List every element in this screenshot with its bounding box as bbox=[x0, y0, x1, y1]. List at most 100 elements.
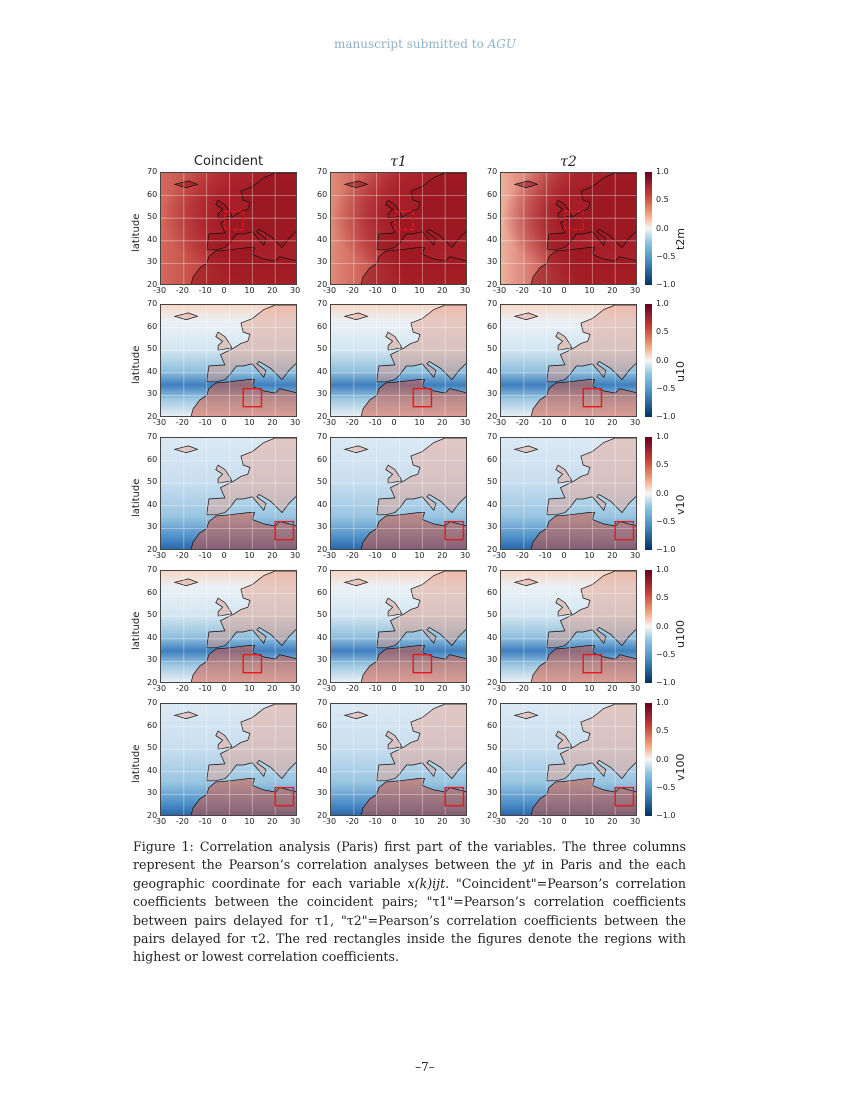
x-tick-label: 10 bbox=[584, 286, 595, 295]
iceland-land bbox=[343, 445, 369, 454]
x-tick-label: -30 bbox=[153, 418, 167, 427]
map-panel-t2m-col1 bbox=[160, 172, 297, 285]
y-tick-label: 50 bbox=[147, 344, 158, 354]
map-panel-u10-col2 bbox=[330, 304, 467, 417]
y-tick-label: 20 bbox=[487, 678, 498, 687]
x-tick-label: 0 bbox=[391, 551, 397, 560]
x-tick-label: -30 bbox=[323, 418, 337, 427]
x-tick-label: 30 bbox=[460, 551, 471, 560]
y-tick-label: 60 bbox=[317, 720, 328, 730]
iceland-land bbox=[513, 312, 539, 321]
colorbar-tick-label: −0.5 bbox=[656, 516, 676, 526]
europe-land bbox=[546, 305, 636, 383]
x-tick-label: 0 bbox=[391, 684, 397, 693]
y-tick-label: 20 bbox=[487, 811, 498, 820]
y-tick-label: 60 bbox=[487, 720, 498, 730]
x-tick-label: 0 bbox=[221, 418, 227, 427]
y-tick-label: 20 bbox=[317, 280, 328, 289]
x-tick-label: 30 bbox=[460, 817, 471, 826]
y-tick-label: 70 bbox=[147, 432, 158, 441]
colorbar-tick-label: 0.0 bbox=[656, 754, 669, 764]
y-tick-label: 30 bbox=[317, 389, 328, 399]
map-panel-v100-col1 bbox=[160, 703, 297, 816]
caption-math-yt: yt bbox=[522, 857, 535, 873]
europe-land bbox=[376, 704, 466, 782]
y-tick-label: 20 bbox=[317, 412, 328, 421]
x-tick-label: 10 bbox=[584, 684, 595, 693]
colorbar-u10 bbox=[645, 304, 652, 417]
x-tick-label: -20 bbox=[345, 418, 359, 427]
map-layer bbox=[501, 173, 636, 284]
highlight-rectangle bbox=[274, 786, 295, 807]
x-tick-label: 30 bbox=[630, 817, 641, 826]
colorbar-tick-label: 1.0 bbox=[656, 432, 669, 441]
map-layer bbox=[161, 438, 296, 549]
y-tick-label: 70 bbox=[147, 565, 158, 574]
map-panel-v100-col2 bbox=[330, 703, 467, 816]
y-tick-label: 40 bbox=[487, 234, 498, 244]
highlight-rectangle bbox=[274, 520, 295, 541]
x-tick-label: 20 bbox=[437, 286, 448, 295]
x-tick-label: -20 bbox=[175, 817, 189, 826]
highlight-rectangle bbox=[224, 210, 244, 231]
y-tick-label: 50 bbox=[487, 344, 498, 354]
y-tick-label: 40 bbox=[317, 234, 328, 244]
uk-land bbox=[215, 331, 233, 351]
colorbar-tick-label: 0.0 bbox=[656, 223, 669, 233]
x-tick-label: 30 bbox=[460, 286, 471, 295]
colorbar-variable-label: u10 bbox=[674, 361, 687, 382]
y-tick-label: 70 bbox=[487, 299, 498, 308]
uk-land bbox=[555, 199, 573, 219]
x-tick-label: 10 bbox=[584, 418, 595, 427]
x-tick-label: 20 bbox=[607, 286, 618, 295]
y-tick-label: 60 bbox=[317, 189, 328, 199]
y-tick-label: 60 bbox=[147, 454, 158, 464]
x-tick-label: -10 bbox=[198, 551, 212, 560]
x-tick-label: 30 bbox=[290, 418, 301, 427]
colorbar-tick-label: −1.0 bbox=[656, 280, 676, 289]
map-panel-t2m-col3 bbox=[500, 172, 637, 285]
iceland-land bbox=[173, 445, 199, 454]
x-tick-label: -20 bbox=[345, 286, 359, 295]
colorbar-tick-label: −1.0 bbox=[656, 412, 676, 421]
iceland-land bbox=[343, 578, 369, 587]
map-panel-v10-col2 bbox=[330, 437, 467, 550]
europe-land bbox=[376, 571, 466, 649]
x-tick-label: -10 bbox=[368, 684, 382, 693]
iceland-land bbox=[513, 180, 539, 189]
y-tick-label: 50 bbox=[147, 743, 158, 753]
x-tick-label: -30 bbox=[493, 817, 507, 826]
y-tick-label: 50 bbox=[487, 610, 498, 620]
europe-land bbox=[206, 571, 296, 649]
iceland-land bbox=[343, 180, 369, 189]
highlight-rectangle bbox=[564, 210, 584, 231]
x-tick-label: -20 bbox=[175, 286, 189, 295]
x-tick-label: -20 bbox=[515, 418, 529, 427]
x-tick-label: -30 bbox=[323, 684, 337, 693]
y-tick-label: 70 bbox=[487, 698, 498, 707]
x-tick-label: 0 bbox=[561, 286, 567, 295]
colorbar-variable-label: u100 bbox=[674, 620, 687, 648]
y-tick-label: 20 bbox=[487, 412, 498, 421]
colorbar-tick-label: 0.5 bbox=[656, 195, 669, 205]
x-tick-label: -30 bbox=[153, 817, 167, 826]
x-tick-label: 20 bbox=[607, 551, 618, 560]
x-tick-label: 10 bbox=[244, 418, 255, 427]
x-tick-label: 0 bbox=[391, 817, 397, 826]
map-layer bbox=[501, 305, 636, 416]
y-tick-label: 20 bbox=[317, 545, 328, 554]
europe-land bbox=[376, 438, 466, 516]
y-tick-label: 20 bbox=[487, 280, 498, 289]
x-tick-label: 20 bbox=[267, 418, 278, 427]
y-tick-label: 40 bbox=[487, 632, 498, 642]
map-layer bbox=[331, 704, 466, 815]
y-tick-label: 20 bbox=[147, 280, 158, 289]
africa-land bbox=[360, 778, 466, 815]
x-tick-label: -30 bbox=[323, 286, 337, 295]
highlight-rectangle bbox=[242, 653, 263, 674]
map-panel-u10-col1 bbox=[160, 304, 297, 417]
y-tick-label: 70 bbox=[487, 565, 498, 574]
highlight-rectangle bbox=[614, 786, 635, 807]
x-tick-label: -10 bbox=[368, 817, 382, 826]
iceland-land bbox=[513, 578, 539, 587]
